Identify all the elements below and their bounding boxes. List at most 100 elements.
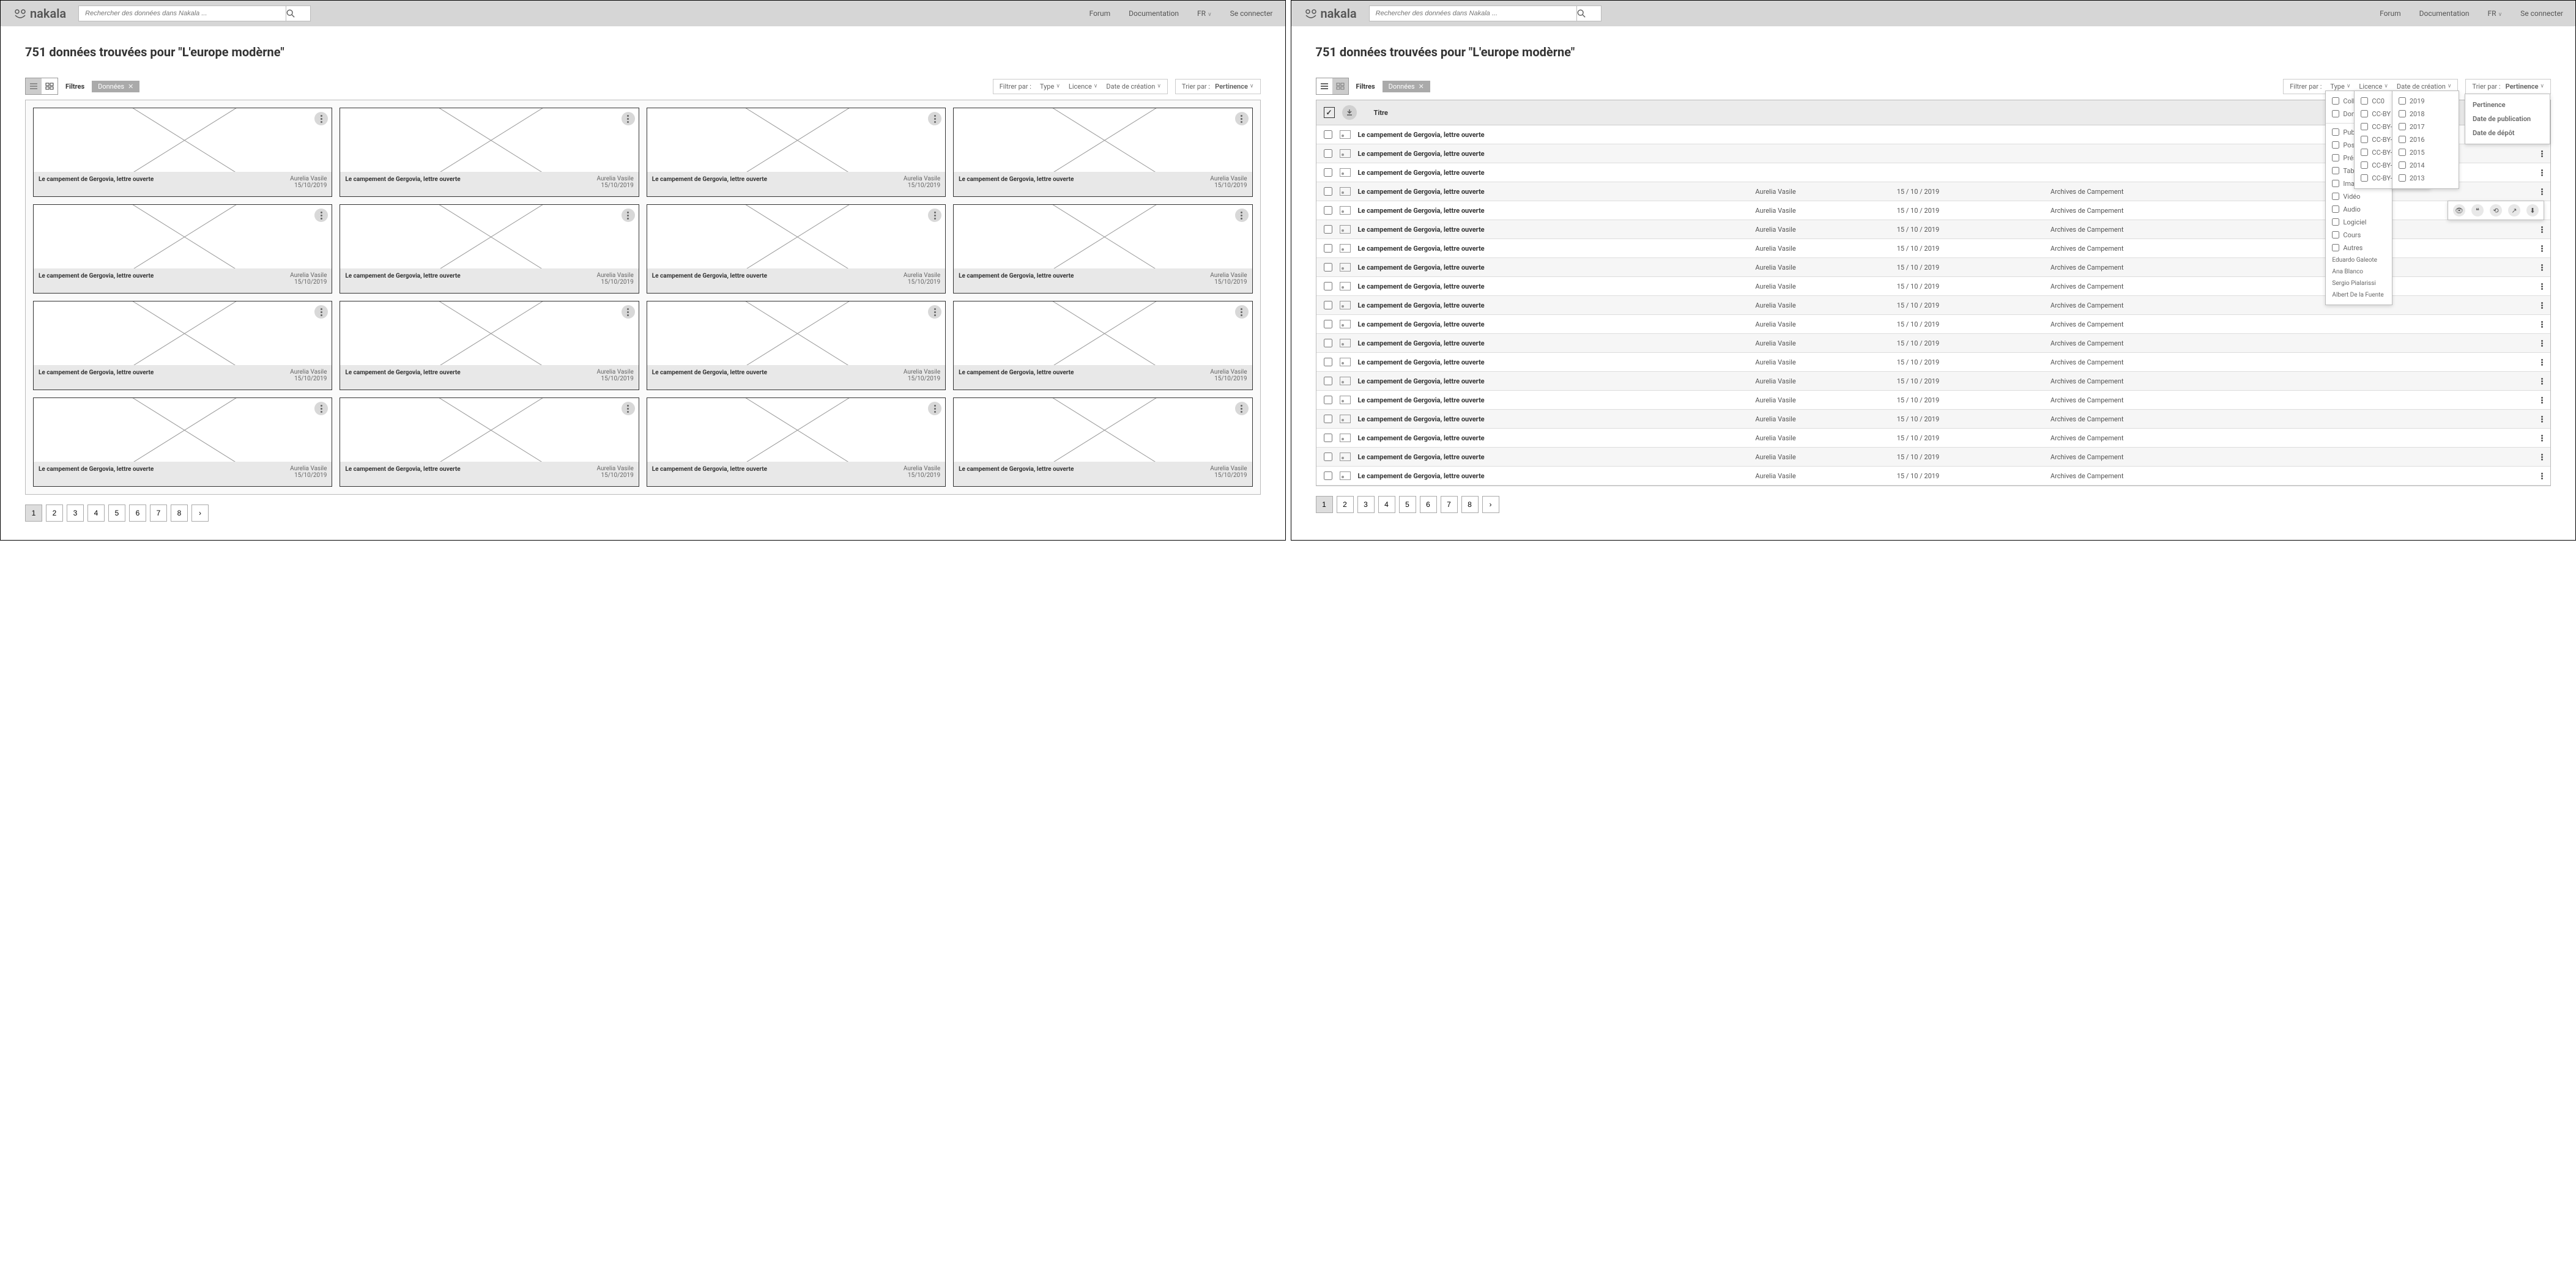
row-menu-button[interactable] <box>2541 302 2543 309</box>
result-row[interactable]: Le campement de Gergovia, lettre ouverte… <box>1316 372 2551 391</box>
result-card[interactable]: Le campement de Gergovia, lettre ouverte… <box>647 204 946 294</box>
view-icon[interactable]: 👁 <box>2453 204 2465 216</box>
row-checkbox[interactable] <box>1324 434 1332 442</box>
result-row[interactable]: Le campement de Gergovia, lettre ouverte… <box>1316 448 2551 467</box>
open-icon[interactable]: ↗ <box>2508 204 2520 216</box>
page-button[interactable]: 3 <box>1357 496 1375 513</box>
row-menu-button[interactable] <box>2541 378 2543 385</box>
result-card[interactable]: Le campement de Gergovia, lettre ouverte… <box>340 397 639 487</box>
result-row[interactable]: Le campement de Gergovia, lettre ouverte… <box>1316 467 2551 486</box>
row-menu-button[interactable] <box>2541 188 2543 195</box>
row-menu-button[interactable] <box>2541 340 2543 347</box>
row-checkbox[interactable] <box>1324 377 1332 385</box>
result-card[interactable]: Le campement de Gergovia, lettre ouverte… <box>340 301 639 390</box>
row-checkbox[interactable] <box>1324 358 1332 366</box>
row-checkbox[interactable] <box>1324 187 1332 196</box>
row-menu-button[interactable] <box>2541 150 2543 157</box>
result-row[interactable]: Le campement de Gergovia, lettre ouverte… <box>1316 410 2551 429</box>
quote-icon[interactable]: ❝ <box>2471 204 2484 216</box>
year-option[interactable]: 2015 <box>2392 146 2459 159</box>
row-checkbox[interactable] <box>1324 301 1332 309</box>
filter-date-dropdown[interactable]: Date de création∨ <box>1106 83 1161 91</box>
page-button[interactable]: 5 <box>108 504 125 522</box>
brand-logo[interactable]: nakala <box>1304 6 1357 21</box>
row-checkbox[interactable] <box>1324 396 1332 404</box>
row-menu-button[interactable] <box>2541 245 2543 252</box>
nav-docs[interactable]: Documentation <box>1129 9 1179 18</box>
page-button[interactable]: 6 <box>1420 496 1437 513</box>
result-card[interactable]: Le campement de Gergovia, lettre ouverte… <box>33 204 332 294</box>
result-card[interactable]: Le campement de Gergovia, lettre ouverte… <box>953 301 1252 390</box>
row-checkbox[interactable] <box>1324 471 1332 480</box>
close-icon[interactable]: ✕ <box>1419 83 1424 91</box>
result-card[interactable]: Le campement de Gergovia, lettre ouverte… <box>340 108 639 197</box>
sort-option[interactable]: Pertinence <box>2465 98 2550 112</box>
nav-docs[interactable]: Documentation <box>2419 9 2470 18</box>
page-button[interactable]: 2 <box>46 504 63 522</box>
type-option[interactable]: Logiciel <box>2326 216 2392 229</box>
page-button[interactable]: 5 <box>1399 496 1416 513</box>
result-card[interactable]: Le campement de Gergovia, lettre ouverte… <box>953 397 1252 487</box>
result-card[interactable]: Le campement de Gergovia, lettre ouverte… <box>33 301 332 390</box>
result-card[interactable]: Le campement de Gergovia, lettre ouverte… <box>33 397 332 487</box>
type-option[interactable]: Audio <box>2326 203 2392 216</box>
nav-login[interactable]: Se connecter <box>1230 9 1273 18</box>
search-button[interactable] <box>1577 6 1602 21</box>
result-card[interactable]: Le campement de Gergovia, lettre ouverte… <box>953 108 1252 197</box>
next-page-button[interactable]: › <box>1482 496 1499 513</box>
page-button[interactable]: 7 <box>1441 496 1458 513</box>
type-option[interactable]: Cours <box>2326 229 2392 242</box>
nav-lang[interactable]: FR ∨ <box>1197 9 1212 18</box>
row-menu-button[interactable] <box>2541 435 2543 442</box>
row-checkbox[interactable] <box>1324 415 1332 423</box>
page-button[interactable]: 8 <box>1461 496 1479 513</box>
list-view-button[interactable] <box>1316 78 1332 94</box>
result-card[interactable]: Le campement de Gergovia, lettre ouverte… <box>33 108 332 197</box>
year-option[interactable]: 2019 <box>2392 95 2459 108</box>
row-checkbox[interactable] <box>1324 168 1332 177</box>
nav-forum[interactable]: Forum <box>1089 9 1111 18</box>
page-button[interactable]: 6 <box>129 504 146 522</box>
select-all-checkbox[interactable]: ✓ <box>1324 107 1335 118</box>
year-option[interactable]: 2017 <box>2392 120 2459 133</box>
result-card[interactable]: Le campement de Gergovia, lettre ouverte… <box>953 204 1252 294</box>
row-menu-button[interactable] <box>2541 264 2543 271</box>
page-button[interactable]: 4 <box>1378 496 1395 513</box>
type-option[interactable]: Vidéo <box>2326 190 2392 203</box>
result-row[interactable]: Le campement de Gergovia, lettre ouverte… <box>1316 315 2551 334</box>
row-menu-button[interactable] <box>2541 454 2543 460</box>
year-option[interactable]: 2013 <box>2392 172 2459 185</box>
sort-option[interactable]: Date de dépôt <box>2465 126 2550 140</box>
row-checkbox[interactable] <box>1324 282 1332 290</box>
row-checkbox[interactable] <box>1324 225 1332 234</box>
row-checkbox[interactable] <box>1324 149 1332 158</box>
filter-type-dropdown[interactable]: Type∨ CollectionDonnéePublicationPosterP… <box>2330 83 2350 91</box>
year-option[interactable]: 2018 <box>2392 108 2459 120</box>
download-selected-button[interactable] <box>1342 105 1357 120</box>
page-button[interactable]: 1 <box>1316 496 1333 513</box>
row-checkbox[interactable] <box>1324 130 1332 139</box>
nav-lang[interactable]: FR ∨ <box>2488 9 2503 18</box>
result-row[interactable]: Le campement de Gergovia, lettre ouverte… <box>1316 429 2551 448</box>
row-menu-button[interactable] <box>2541 359 2543 366</box>
row-checkbox[interactable] <box>1324 320 1332 328</box>
list-view-button[interactable] <box>26 78 42 94</box>
share-icon[interactable]: ⟲ <box>2490 204 2502 216</box>
page-button[interactable]: 7 <box>150 504 167 522</box>
sort-dropdown[interactable]: Pertinence∨ <box>1215 83 1253 91</box>
result-row[interactable]: Le campement de Gergovia, lettre ouverte… <box>1316 391 2551 410</box>
next-page-button[interactable]: › <box>191 504 209 522</box>
row-menu-button[interactable] <box>2541 416 2543 423</box>
filter-type-dropdown[interactable]: Type∨ <box>1040 83 1060 91</box>
year-option[interactable]: 2016 <box>2392 133 2459 146</box>
row-menu-button[interactable] <box>2541 473 2543 479</box>
year-option[interactable]: 2014 <box>2392 159 2459 172</box>
sort-option[interactable]: Date de publication <box>2465 112 2550 126</box>
search-input[interactable] <box>1369 6 1577 21</box>
sort-dropdown[interactable]: Pertinence∨ <box>2506 83 2544 91</box>
grid-view-button[interactable] <box>42 78 58 94</box>
nav-login[interactable]: Se connecter <box>2520 9 2563 18</box>
row-checkbox[interactable] <box>1324 244 1332 253</box>
row-checkbox[interactable] <box>1324 206 1332 215</box>
type-option[interactable]: Autres <box>2326 242 2392 254</box>
